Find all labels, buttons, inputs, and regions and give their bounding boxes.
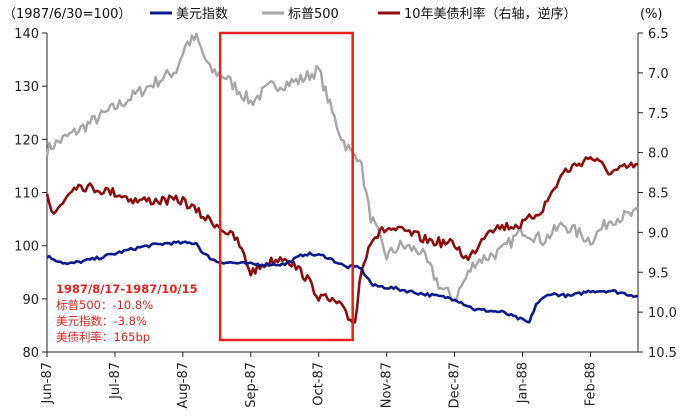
legend-label-0: 美元指数 bbox=[176, 7, 228, 22]
right-axis-unit-label: (%) bbox=[640, 7, 663, 22]
series-line-2 bbox=[45, 156, 639, 325]
ticks-layer: 80 90 100 110 120 130 140 6.5 7.0 7.5 8.0 8.5 9.0 9.5… bbox=[14, 27, 677, 409]
right-tick-label: 7.5 bbox=[648, 107, 669, 122]
left-tick-label: 130 bbox=[14, 80, 39, 95]
annotation-line-ust: 美债利率：165bp bbox=[56, 330, 150, 344]
annotation: 1987/8/17-1987/10/15 标普500：-10.8% 美元指数：-… bbox=[56, 282, 198, 344]
series-line-1 bbox=[45, 32, 639, 303]
x-tick-label: Jun-87 bbox=[40, 362, 55, 405]
right-tick-label: 9.0 bbox=[648, 226, 669, 241]
series-layer bbox=[45, 32, 639, 325]
annotation-line-dxy: 美元指数：-3.8% bbox=[56, 314, 147, 328]
left-tick-label: 110 bbox=[14, 187, 39, 202]
x-tick-label: Jan-88 bbox=[516, 362, 531, 404]
right-tick-label: 10.5 bbox=[648, 346, 677, 361]
left-axis-unit-label: （1987/6/30=100） bbox=[3, 7, 131, 22]
right-tick-label: 10.0 bbox=[648, 306, 677, 321]
x-tick-label: Sep-87 bbox=[244, 362, 259, 408]
legend-label-2: 10年美债利率（右轴，逆序） bbox=[404, 6, 577, 22]
x-tick-label: Jul-87 bbox=[108, 362, 123, 400]
x-tick-label: Dec-87 bbox=[448, 362, 463, 408]
annotation-line-sp500: 标普500：-10.8% bbox=[56, 298, 153, 312]
series-line-0 bbox=[46, 240, 639, 324]
annotation-title: 1987/8/17-1987/10/15 bbox=[56, 282, 198, 296]
x-tick-label: Oct-87 bbox=[312, 362, 327, 406]
left-tick-label: 140 bbox=[14, 27, 39, 42]
legend-label-1: 标普500 bbox=[288, 7, 339, 22]
right-tick-label: 8.5 bbox=[648, 187, 669, 202]
legend: （1987/6/30=100） (%) 美元指数 标普500 10年美债利率（右轴，… bbox=[3, 6, 663, 22]
right-tick-label: 8.0 bbox=[648, 147, 669, 162]
x-tick-label: Feb-88 bbox=[583, 362, 598, 406]
x-tick-label: Nov-87 bbox=[380, 362, 395, 408]
right-tick-label: 7.0 bbox=[648, 67, 669, 82]
x-tick-label: Aug-87 bbox=[176, 362, 191, 409]
right-tick-label: 9.5 bbox=[648, 266, 669, 281]
left-tick-label: 100 bbox=[14, 240, 39, 255]
highlight-range-box bbox=[218, 31, 354, 342]
left-tick-label: 90 bbox=[22, 293, 39, 308]
left-tick-label: 120 bbox=[14, 133, 39, 148]
left-tick-label: 80 bbox=[22, 346, 39, 361]
right-tick-label: 6.5 bbox=[648, 27, 669, 42]
